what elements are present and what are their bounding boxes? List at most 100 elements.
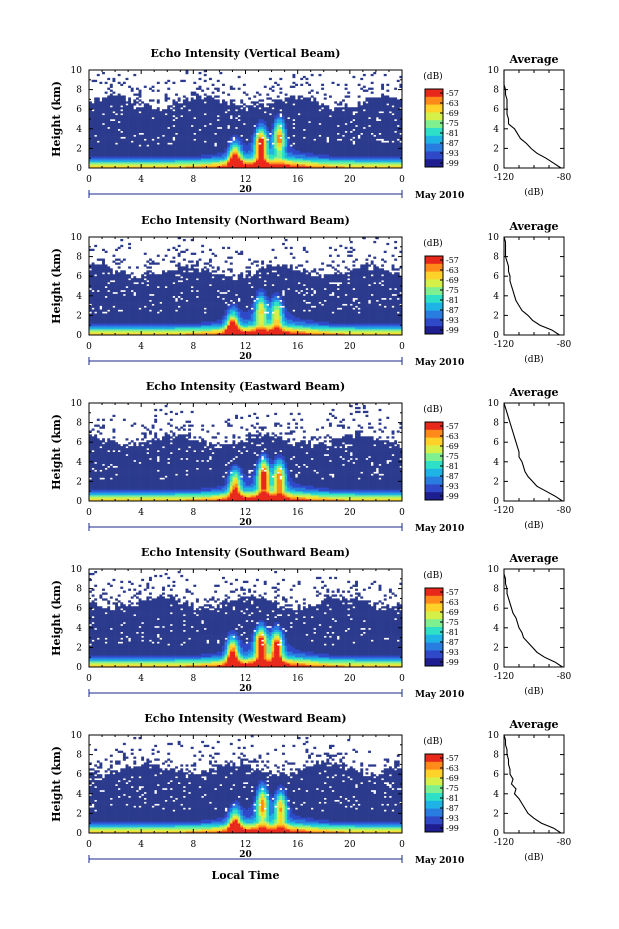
echo-cell bbox=[342, 115, 345, 117]
echo-cell bbox=[298, 146, 301, 148]
echo-cell bbox=[332, 117, 335, 119]
echo-cell bbox=[313, 162, 316, 164]
echo-cell bbox=[94, 80, 97, 82]
echo-cell bbox=[261, 107, 264, 109]
echo-cell bbox=[141, 160, 144, 162]
echo-cell bbox=[212, 156, 215, 158]
echo-cell bbox=[345, 103, 348, 105]
echo-cell bbox=[311, 143, 314, 145]
echo-cell bbox=[99, 133, 102, 135]
echo-cell bbox=[339, 152, 342, 154]
echo-cell bbox=[162, 121, 165, 123]
echo-cell bbox=[191, 156, 194, 158]
echo-cell bbox=[209, 115, 212, 117]
echo-cell bbox=[139, 150, 142, 152]
echo-cell bbox=[212, 84, 215, 86]
echo-cell bbox=[279, 111, 282, 113]
echo-cell bbox=[214, 111, 217, 113]
echo-cell bbox=[316, 115, 319, 117]
echo-cell bbox=[120, 261, 123, 263]
echo-cell bbox=[379, 156, 382, 158]
echo-cell bbox=[112, 117, 115, 119]
echo-cell bbox=[329, 146, 332, 148]
echo-cell bbox=[230, 121, 233, 123]
echo-cell bbox=[102, 160, 105, 162]
echo-cell bbox=[144, 127, 147, 129]
echo-cell bbox=[141, 290, 144, 292]
echo-cell bbox=[298, 150, 301, 152]
echo-cell bbox=[191, 121, 194, 123]
echo-cell bbox=[345, 129, 348, 131]
echo-cell bbox=[188, 133, 191, 135]
echo-cell bbox=[128, 319, 131, 321]
echo-cell bbox=[222, 158, 225, 160]
echo-cell bbox=[358, 103, 361, 105]
echo-cell bbox=[290, 162, 293, 164]
echo-cell bbox=[154, 148, 157, 150]
echo-cell bbox=[308, 141, 311, 143]
echo-cell bbox=[305, 135, 308, 137]
echo-cell bbox=[295, 154, 298, 156]
echo-cell bbox=[99, 311, 102, 313]
echo-cell bbox=[193, 115, 196, 117]
echo-cell bbox=[256, 141, 259, 143]
echo-cell bbox=[196, 160, 199, 162]
echo-cell bbox=[105, 268, 108, 270]
echo-cell bbox=[345, 111, 348, 113]
echo-cell bbox=[115, 317, 118, 319]
echo-cell bbox=[105, 117, 108, 119]
echo-cell bbox=[222, 99, 225, 101]
echo-cell bbox=[97, 160, 100, 162]
echo-cell bbox=[94, 129, 97, 131]
echo-cell bbox=[272, 113, 275, 115]
echo-cell bbox=[329, 158, 332, 160]
echo-cell bbox=[123, 101, 126, 103]
echo-cell bbox=[146, 109, 149, 111]
echo-cell bbox=[110, 103, 113, 105]
echo-cell bbox=[389, 133, 392, 135]
echo-cell bbox=[99, 109, 102, 111]
echo-cell bbox=[110, 94, 113, 96]
echo-cell bbox=[99, 278, 102, 280]
echo-cell bbox=[105, 164, 108, 166]
echo-cell bbox=[371, 92, 374, 94]
echo-cell bbox=[376, 143, 379, 145]
echo-cell bbox=[92, 292, 95, 294]
echo-cell bbox=[188, 131, 191, 133]
echo-cell bbox=[389, 152, 392, 154]
echo-cell bbox=[389, 121, 392, 123]
echo-cell bbox=[384, 164, 387, 166]
echo-cell bbox=[219, 137, 222, 139]
echo-cell bbox=[120, 101, 123, 103]
echo-cell bbox=[235, 131, 238, 133]
echo-cell bbox=[94, 294, 97, 296]
echo-cell bbox=[126, 296, 129, 298]
echo-cell bbox=[162, 164, 165, 166]
echo-cell bbox=[363, 105, 366, 107]
echo-cell bbox=[131, 129, 134, 131]
echo-cell bbox=[159, 158, 162, 160]
echo-cell bbox=[345, 115, 348, 117]
echo-cell bbox=[115, 156, 118, 158]
echo-cell bbox=[397, 164, 400, 166]
echo-cell bbox=[112, 105, 115, 107]
echo-cell bbox=[222, 129, 225, 131]
echo-cell bbox=[139, 113, 142, 115]
echo-cell bbox=[92, 113, 95, 115]
echo-cell bbox=[199, 164, 202, 166]
echo-cell bbox=[386, 135, 389, 137]
echo-cell bbox=[274, 82, 277, 84]
echo-cell bbox=[308, 103, 311, 105]
echo-cell bbox=[97, 154, 100, 156]
echo-cell bbox=[152, 127, 155, 129]
echo-cell bbox=[319, 129, 322, 131]
echo-cell bbox=[345, 150, 348, 152]
echo-cell bbox=[128, 306, 131, 308]
echo-cell bbox=[126, 317, 129, 319]
echo-cell bbox=[238, 129, 241, 131]
echo-cell bbox=[123, 141, 126, 143]
echo-cell bbox=[115, 315, 118, 317]
echo-cell bbox=[324, 111, 327, 113]
echo-cell bbox=[381, 160, 384, 162]
echo-cell bbox=[131, 308, 134, 310]
